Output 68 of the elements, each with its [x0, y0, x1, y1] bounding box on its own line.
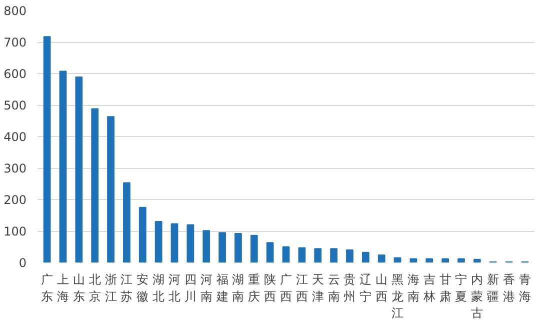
- bar: [426, 258, 434, 262]
- y-tick-label: 0: [18, 256, 27, 270]
- x-tick-label: 湖北: [152, 272, 165, 304]
- y-tick-label: 200: [4, 193, 26, 207]
- bar: [91, 108, 99, 262]
- y-tick-label: 700: [4, 36, 26, 50]
- bar: [442, 258, 449, 262]
- y-tick-label: 300: [4, 162, 26, 176]
- bar: [202, 230, 210, 262]
- x-tick-label: 江苏: [120, 272, 133, 304]
- bar: [378, 254, 386, 262]
- x-tick-label: 云南: [328, 272, 340, 304]
- y-tick-label: 400: [4, 130, 26, 144]
- bar: [266, 242, 274, 262]
- x-tick-label: 重庆: [248, 272, 260, 304]
- bar: [186, 224, 194, 262]
- bar: [250, 234, 258, 262]
- x-tick-label: 贵州: [344, 272, 356, 304]
- x-tick-label: 湖南: [232, 272, 244, 304]
- bar: [346, 249, 354, 262]
- x-tick-label: 四川: [184, 272, 196, 304]
- x-tick-label: 海南: [407, 272, 420, 304]
- x-tick-label: 新疆: [487, 272, 500, 304]
- x-tick-label: 辽宁: [360, 272, 372, 304]
- bar: [234, 233, 242, 262]
- bar: [218, 232, 226, 262]
- bar: [154, 221, 162, 262]
- y-tick-label: 800: [4, 4, 26, 18]
- x-tick-label: 香港: [503, 272, 516, 304]
- bar: [59, 70, 67, 262]
- x-tick-label: 天津: [312, 272, 324, 304]
- x-tick-label: 吉林: [422, 272, 436, 304]
- bar: [330, 248, 338, 262]
- x-tick-label: 广西: [280, 272, 292, 304]
- x-tick-label: 山西: [376, 272, 388, 304]
- y-tick-label: 600: [4, 67, 26, 81]
- bar: [410, 258, 418, 262]
- bar: [473, 258, 481, 262]
- bar: [138, 206, 146, 262]
- x-tick-label: 上海: [56, 272, 69, 304]
- x-tick-label: 陕西: [264, 272, 276, 304]
- x-tick-label: 浙江: [104, 272, 117, 304]
- bar: [314, 248, 322, 262]
- bar: [123, 182, 130, 262]
- bar: [107, 116, 114, 262]
- x-tick-label: 江西: [296, 272, 308, 304]
- bar: [282, 246, 290, 262]
- x-tick-label: 宁夏: [455, 272, 468, 304]
- bar: [394, 257, 402, 262]
- x-tick-label: 河北: [168, 272, 180, 304]
- bar: [298, 247, 306, 262]
- y-tick-label: 500: [4, 98, 26, 112]
- x-tick-label: 河南: [200, 272, 212, 304]
- bar: [75, 76, 83, 262]
- x-tick-label: 山东: [72, 272, 85, 304]
- y-tick-label: 100: [4, 224, 26, 238]
- x-tick-label: 广东: [41, 272, 54, 304]
- x-tick-label: 安徽: [136, 272, 149, 304]
- x-tick-label: 内蒙古: [471, 272, 484, 320]
- bar: [362, 252, 370, 262]
- x-tick-label: 北京: [88, 272, 101, 304]
- x-tick-label: 福建: [215, 272, 228, 304]
- x-tick-label: 黑龙江: [392, 272, 404, 320]
- x-tick-label: 青海: [518, 272, 531, 304]
- bar: [170, 223, 178, 262]
- bar: [43, 36, 51, 262]
- x-tick-label: 甘肃: [439, 272, 452, 304]
- bar: [458, 258, 465, 262]
